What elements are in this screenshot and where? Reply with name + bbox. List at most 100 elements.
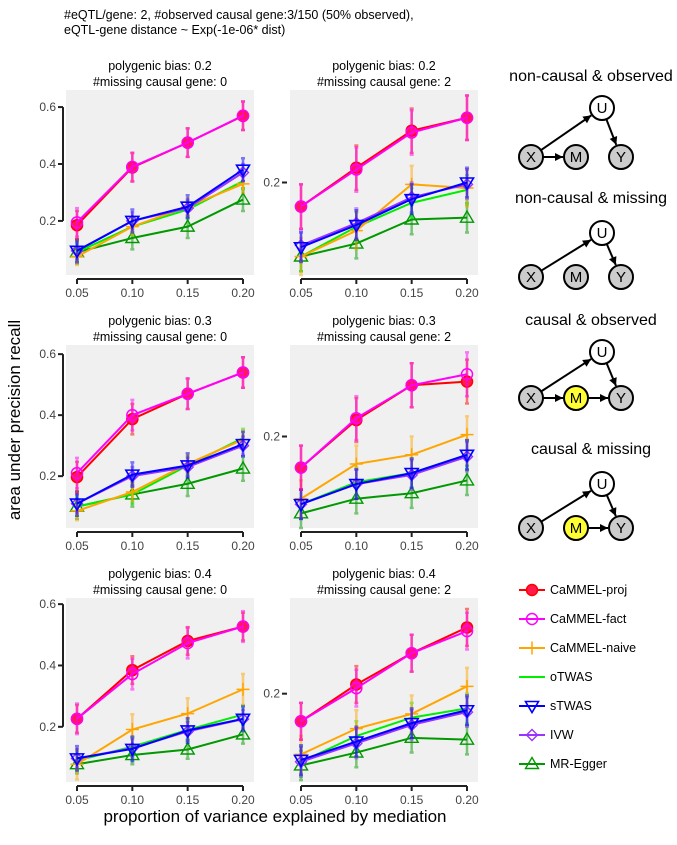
dag-node-m [563, 515, 589, 541]
legend-label: CaMMEL-proj [550, 583, 628, 597]
data-point [459, 731, 475, 745]
data-point [459, 177, 475, 191]
arrowhead-icon [555, 153, 563, 161]
x-tick-label: 0.10 [345, 286, 369, 300]
legend-label: CaMMEL-fact [550, 612, 627, 626]
dag-node-label: Y [616, 390, 626, 407]
legend-key-triangle-icon [519, 756, 545, 770]
y-tick-label: 0.2 [39, 720, 56, 734]
data-point [348, 478, 365, 493]
x-tick-label: 0.15 [176, 539, 200, 553]
y-tick-label: 0.6 [39, 347, 56, 361]
data-point [460, 624, 474, 638]
dag-node-label: U [597, 476, 608, 493]
data-point [179, 475, 196, 489]
data-point [293, 241, 309, 256]
arrowhead-icon [582, 359, 592, 367]
arrowhead-icon [582, 115, 592, 124]
series-line [76, 625, 244, 720]
data-point [294, 715, 308, 728]
dag-4: X M Y U [518, 471, 634, 541]
series-cammel-fact [294, 611, 474, 741]
arrowhead-icon [600, 524, 608, 532]
plot-background [290, 345, 478, 528]
panel-2: polygenic bias: 0.2 #missing causal gene:… [263, 59, 479, 300]
series-line [300, 630, 468, 723]
panel-title-line: #missing causal gene: 0 [93, 583, 227, 597]
data-point [405, 646, 418, 660]
dag-node-label: M [570, 269, 583, 286]
y-axis-title: area under precision recall [5, 319, 24, 521]
data-point [348, 219, 365, 234]
legend-item-mr-egger: MR-Egger [517, 754, 607, 774]
arrowhead-icon [555, 394, 563, 402]
dag-node-m [563, 144, 589, 170]
y-tick-label: 0.4 [39, 157, 56, 171]
x-tick-label: 0.15 [400, 793, 424, 807]
data-point [179, 460, 196, 474]
data-point [179, 741, 196, 755]
dag-node-u [589, 95, 615, 121]
x-axis-title: proportion of variance explained by medi… [103, 807, 447, 826]
dag-node-x [518, 264, 544, 290]
series-cammel-fact [70, 609, 250, 736]
plot-background [290, 90, 478, 275]
x-tick-label: 0.05 [65, 539, 89, 553]
y-tick-label: 0.2 [39, 469, 56, 483]
data-point [179, 218, 196, 232]
data-point [235, 438, 251, 453]
data-point [124, 215, 141, 229]
dag-node-label: M [570, 520, 583, 537]
dag-node-u [589, 471, 615, 497]
x-tick-label: 0.05 [289, 793, 313, 807]
legend-label: sTWAS [550, 699, 592, 713]
data-point [350, 411, 363, 425]
dag-edge-arrow [540, 358, 592, 393]
dag-1: X M Y U [518, 95, 634, 170]
dag-node-label: U [597, 100, 608, 117]
panel-6: polygenic bias: 0.4 #missing causal gene:… [263, 567, 479, 807]
series-line [300, 453, 468, 506]
legend-item-cammel-proj: CaMMEL-proj [517, 580, 627, 600]
legend-label: IVW [550, 728, 574, 742]
y-tick-label: 0.6 [39, 100, 56, 114]
dag-node-y [608, 515, 634, 541]
dag-2: X M Y U [518, 220, 634, 290]
panel-title-line: #missing causal gene: 0 [93, 330, 227, 344]
series-line [300, 373, 468, 469]
series-line [300, 216, 468, 258]
series-line [300, 183, 468, 258]
dag-node-x [518, 144, 544, 170]
arrowhead-icon [609, 507, 617, 517]
y-tick-label: 0.6 [39, 597, 56, 611]
series-stwas [293, 438, 475, 521]
dag-3: X M Y U [518, 339, 634, 411]
legend-item-stwas: sTWAS [517, 696, 592, 716]
y-tick-label: 0.2 [39, 214, 56, 228]
data-point [294, 200, 308, 213]
series-line [300, 736, 468, 767]
legend-key-filled-circle-icon [519, 583, 545, 597]
data-point [403, 729, 420, 744]
series-cammel-fact [294, 351, 474, 491]
panel-title-line: polygenic bias: 0.2 [108, 59, 212, 73]
data-point [459, 704, 475, 719]
dag-title-causal-observed: causal & observed [525, 312, 657, 329]
x-tick-label: 0.10 [121, 286, 145, 300]
series-line [300, 711, 468, 763]
data-point [348, 490, 365, 504]
series-line [300, 479, 468, 515]
panel-title-line: polygenic bias: 0.3 [332, 314, 436, 328]
data-point [69, 753, 85, 767]
legend-marker-icon [525, 728, 539, 742]
panel-title-line: polygenic bias: 0.4 [332, 567, 436, 581]
series-line [76, 371, 244, 474]
dag-node-label: M [570, 149, 583, 166]
panel-title-line: #missing causal gene: 2 [317, 583, 451, 597]
panel-title-line: #missing causal gene: 0 [93, 75, 227, 89]
dag-node-y [608, 264, 634, 290]
panel-title-line: #missing causal gene: 2 [317, 75, 451, 89]
data-point [124, 469, 141, 483]
legend-marker-icon [525, 641, 539, 655]
legend-marker-icon [525, 612, 539, 626]
